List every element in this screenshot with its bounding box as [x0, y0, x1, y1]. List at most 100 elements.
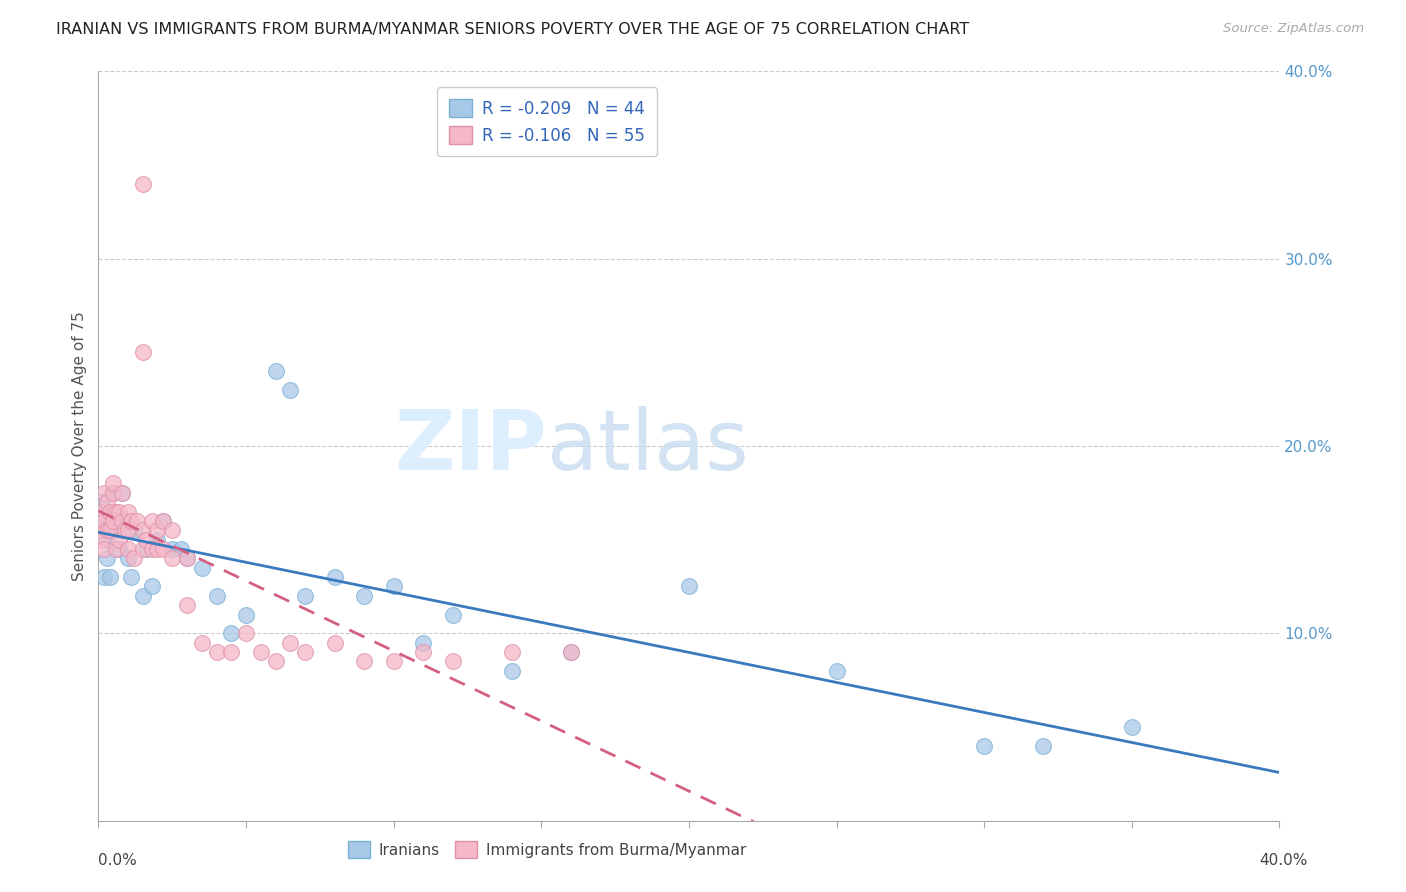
Point — [108, 533, 131, 547]
Point — [103, 524, 125, 538]
Point — [90, 495, 112, 509]
Point — [205, 589, 228, 603]
Point — [250, 645, 273, 659]
Point — [191, 561, 214, 575]
Point — [96, 551, 118, 566]
Point — [114, 514, 136, 528]
Point — [117, 542, 139, 557]
Point — [122, 551, 145, 566]
Text: Source: ZipAtlas.com: Source: ZipAtlas.com — [1223, 22, 1364, 36]
Point — [412, 645, 434, 659]
Point — [162, 524, 183, 538]
Point — [146, 542, 169, 557]
Text: 0.0%: 0.0% — [98, 854, 138, 868]
Point — [141, 542, 163, 557]
Point — [103, 486, 125, 500]
Point — [122, 524, 145, 538]
Point — [108, 542, 131, 557]
Text: IRANIAN VS IMMIGRANTS FROM BURMA/MYANMAR SENIORS POVERTY OVER THE AGE OF 75 CORR: IRANIAN VS IMMIGRANTS FROM BURMA/MYANMAR… — [56, 22, 970, 37]
Point — [132, 542, 155, 557]
Point — [191, 635, 214, 649]
Point — [114, 524, 136, 538]
Text: 40.0%: 40.0% — [1260, 854, 1308, 868]
Text: atlas: atlas — [547, 406, 749, 486]
Point — [221, 645, 243, 659]
Point — [152, 514, 174, 528]
Point — [141, 514, 163, 528]
Point — [117, 551, 139, 566]
Point — [152, 542, 174, 557]
Point — [98, 505, 121, 519]
Point — [825, 664, 848, 678]
Point — [111, 486, 134, 500]
Point — [105, 542, 128, 557]
Y-axis label: Seniors Poverty Over the Age of 75: Seniors Poverty Over the Age of 75 — [72, 311, 87, 581]
Point — [93, 570, 115, 584]
Point — [117, 524, 139, 538]
Point — [103, 514, 125, 528]
Point — [235, 626, 257, 640]
Point — [560, 645, 582, 659]
Point — [132, 345, 155, 359]
Point — [323, 570, 346, 584]
Point — [146, 533, 169, 547]
Point — [111, 486, 134, 500]
Point — [205, 645, 228, 659]
Point — [103, 476, 125, 491]
Point — [353, 655, 375, 669]
Point — [120, 514, 142, 528]
Point — [105, 505, 128, 519]
Point — [176, 551, 198, 566]
Point — [146, 524, 169, 538]
Point — [125, 514, 148, 528]
Point — [162, 542, 183, 557]
Point — [120, 570, 142, 584]
Point — [93, 514, 115, 528]
Point — [353, 589, 375, 603]
Point — [103, 486, 125, 500]
Point — [162, 551, 183, 566]
Point — [280, 383, 302, 397]
Point — [1032, 739, 1054, 753]
Point — [235, 607, 257, 622]
Point — [117, 505, 139, 519]
Point — [382, 655, 405, 669]
Point — [96, 495, 118, 509]
Point — [117, 524, 139, 538]
Point — [264, 364, 287, 378]
Point — [560, 645, 582, 659]
Point — [176, 599, 198, 613]
Point — [98, 570, 121, 584]
Point — [221, 626, 243, 640]
Point — [90, 524, 112, 538]
Point — [501, 645, 523, 659]
Point — [132, 524, 155, 538]
Point — [441, 655, 464, 669]
Point — [294, 645, 316, 659]
Point — [111, 514, 134, 528]
Point — [90, 505, 112, 519]
Point — [973, 739, 995, 753]
Point — [93, 542, 115, 557]
Point — [323, 635, 346, 649]
Point — [105, 514, 128, 528]
Legend: Iranians, Immigrants from Burma/Myanmar: Iranians, Immigrants from Burma/Myanmar — [340, 833, 754, 865]
Point — [412, 635, 434, 649]
Point — [264, 655, 287, 669]
Point — [141, 580, 163, 594]
Point — [135, 542, 157, 557]
Point — [132, 177, 155, 191]
Point — [93, 514, 115, 528]
Point — [176, 551, 198, 566]
Point — [170, 542, 193, 557]
Point — [111, 524, 134, 538]
Text: ZIP: ZIP — [395, 406, 547, 486]
Point — [98, 524, 121, 538]
Point — [1121, 720, 1143, 734]
Point — [280, 635, 302, 649]
Point — [108, 505, 131, 519]
Point — [96, 524, 118, 538]
Point — [96, 533, 118, 547]
Point — [294, 589, 316, 603]
Point — [93, 486, 115, 500]
